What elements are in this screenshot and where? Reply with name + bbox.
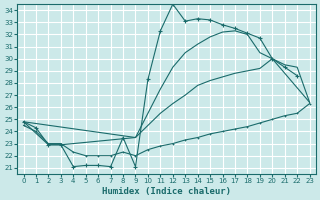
X-axis label: Humidex (Indice chaleur): Humidex (Indice chaleur): [102, 187, 231, 196]
